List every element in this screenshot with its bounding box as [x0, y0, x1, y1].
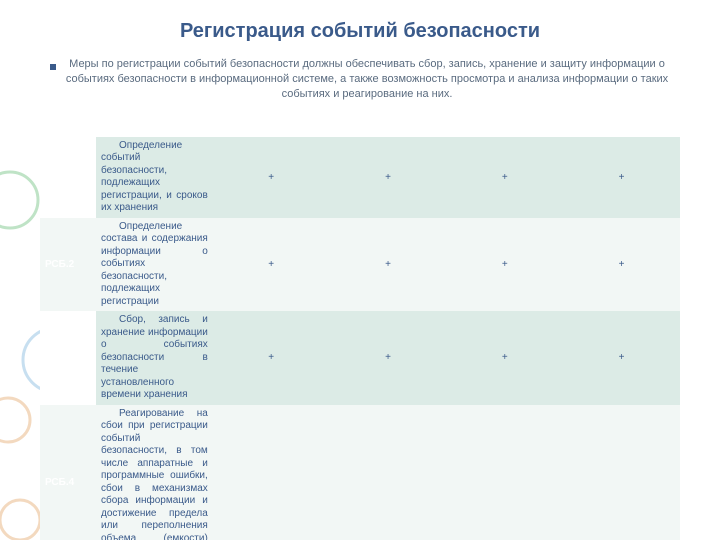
row-desc: Сбор, запись и хранение информации о соб…: [96, 311, 213, 405]
row-desc: Определение состава и содержания информа…: [96, 218, 213, 312]
row-mark: +: [213, 218, 330, 312]
row-mark: [563, 405, 680, 540]
row-mark: +: [213, 137, 330, 218]
row-code: РСБ.2: [40, 218, 96, 312]
row-mark: [213, 405, 330, 540]
row-mark: +: [330, 218, 447, 312]
table-header-row: V. Регистрация событий безопасности (РСБ…: [40, 120, 680, 137]
table-row: РСБ.1Определение событий безопасности, п…: [40, 137, 680, 218]
row-mark: +: [446, 137, 563, 218]
row-mark: +: [563, 137, 680, 218]
intro-block: Меры по регистрации событий безопасности…: [50, 57, 670, 102]
page-title: Регистрация событий безопасности: [40, 20, 680, 43]
row-code: РСБ.4: [40, 405, 96, 540]
table-row: РСБ.3Сбор, запись и хранение информации …: [40, 311, 680, 405]
row-desc: Реагирование на сбои при регистрации соб…: [96, 405, 213, 540]
table-row: РСБ.2Определение состава и содержания ин…: [40, 218, 680, 312]
bullet-icon: [50, 64, 56, 70]
table-row: РСБ.4Реагирование на сбои при регистраци…: [40, 405, 680, 540]
row-mark: +: [330, 311, 447, 405]
row-mark: +: [563, 218, 680, 312]
slide-content: Регистрация событий безопасности Меры по…: [0, 0, 720, 540]
row-mark: +: [446, 218, 563, 312]
row-mark: [330, 405, 447, 540]
row-desc: Определение событий безопасности, подлеж…: [96, 137, 213, 218]
row-code: РСБ.1: [40, 137, 96, 218]
row-mark: +: [446, 311, 563, 405]
row-mark: [446, 405, 563, 540]
row-mark: +: [330, 137, 447, 218]
row-mark: +: [213, 311, 330, 405]
header-label: V. Регистрация событий безопасности (РСБ…: [96, 120, 680, 137]
rsb-table: V. Регистрация событий безопасности (РСБ…: [40, 120, 680, 540]
row-mark: +: [563, 311, 680, 405]
row-code: РСБ.3: [40, 311, 96, 405]
header-empty: [40, 120, 96, 137]
intro-text: Меры по регистрации событий безопасности…: [64, 57, 670, 102]
